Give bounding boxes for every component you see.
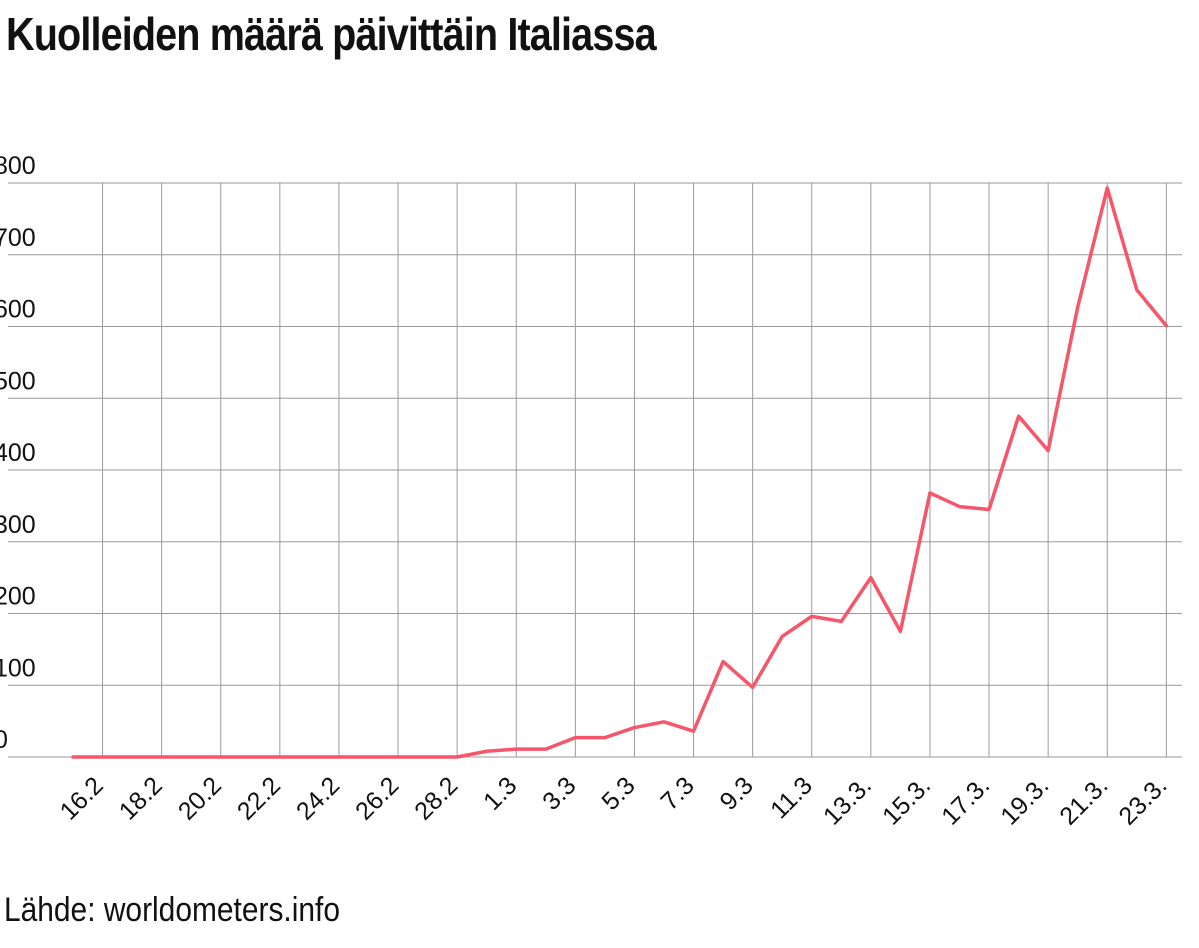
x-tick-label: 3.3 [537,771,581,815]
x-tick-label: 5.3 [596,771,640,815]
x-tick-label: 13.3. [818,771,877,830]
x-tick-label: 1.3 [478,771,522,815]
source-note: Lähde: worldometers.info [4,891,340,929]
x-tick-label: 11.3 [765,771,818,824]
x-tick-label: 7.3 [655,771,699,815]
x-tick-label: 19.3. [995,771,1054,830]
x-tick-label: 26.2 [350,771,404,825]
horizontal-gridlines [8,182,1182,758]
x-tick-label: 16.2 [55,771,109,825]
x-tick-label: 28.2 [409,771,463,825]
series-line-deaths-per-day [71,186,1169,759]
y-tick-label: 500 [0,367,36,395]
x-tick-label: 15.3. [877,771,936,830]
y-tick-label: 300 [0,511,36,539]
x-tick-label: 23.3. [1113,771,1172,830]
chart-title: Kuolleiden määrä päivittäin Italiassa [6,8,657,60]
y-tick-label: 400 [0,439,36,467]
y-tick-label: 800 [0,152,36,180]
x-tick-label: 24.2 [291,771,345,825]
y-tick-label: 0 [0,726,8,754]
line-chart: 0 100 200 300 400 500 600 700 800 16.2 18.2 20.2 22… [0,152,1182,831]
y-axis-tick-labels: 0 100 200 300 400 500 600 700 800 [0,152,36,754]
x-tick-label: 18.2 [114,771,168,825]
x-tick-label: 20.2 [173,771,227,825]
x-tick-label: 22.2 [232,771,286,825]
y-tick-label: 700 [0,224,36,252]
x-tick-label: 17.3. [936,771,995,830]
x-tick-label: 9.3 [715,771,759,815]
vertical-gridlines [102,183,1167,757]
x-tick-label: 21.3. [1054,771,1113,830]
x-axis-tick-labels: 16.2 18.2 20.2 22.2 24.2 26.2 28.2 1.3 3.3 5.3 7.3… [55,771,1173,830]
y-tick-label: 100 [0,654,36,682]
y-tick-label: 600 [0,296,36,324]
y-tick-label: 200 [0,583,36,611]
